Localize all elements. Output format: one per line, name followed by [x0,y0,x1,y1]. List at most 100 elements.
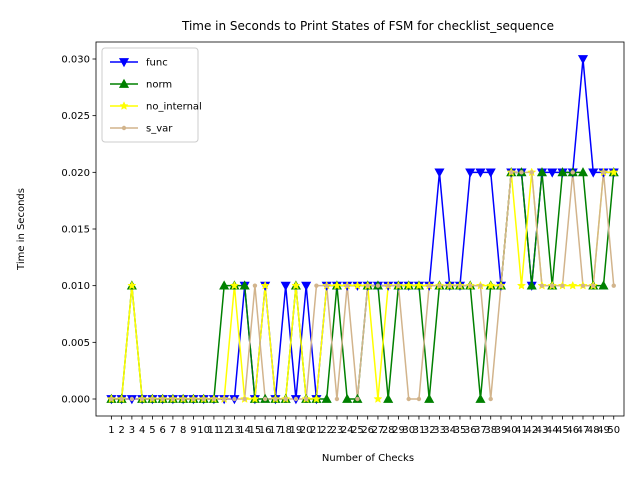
s_var-point [201,396,206,402]
s_var-point [468,283,473,288]
s_var-point [539,283,545,288]
s_var-point [109,396,114,402]
legend-s_var-point [121,125,127,131]
legend: func norm no_internal s_var [101,47,202,143]
x-tick-label: 10 [197,425,210,436]
func-point [485,168,496,178]
y-tick-label: 0.015 [61,225,90,236]
s_var-point [519,170,524,175]
no_internal-point [250,394,260,403]
x-tick-label: 49 [597,425,610,436]
func-point [547,168,558,178]
x-tick-label: 14 [238,425,251,436]
s_var-point [283,396,288,402]
x-tick-label: 33 [433,425,446,436]
x-tick-label: 32 [423,425,436,436]
s_var-point [385,283,391,288]
legend-label: norm [146,80,172,91]
norm-point [598,280,609,290]
x-tick-label: 48 [587,425,600,436]
s_var-point [437,283,442,288]
norm-point [557,167,568,177]
x-tick-label: 6 [159,425,165,436]
s_var-point [191,396,196,402]
s_var-point [150,396,155,402]
func-point [434,168,445,178]
x-tick-label: 11 [208,425,221,436]
y-axis: 0.000 0.005 0.010 0.015 0.020 0.025 0.030 [61,55,96,406]
legend-func-point [118,58,130,68]
legend-label: no_internal [146,102,202,113]
x-tick-label: 24 [341,425,354,436]
x-tick-label: 47 [577,425,590,436]
x-tick-label: 2 [118,425,124,436]
norm-point [475,393,486,403]
x-tick-label: 21 [310,425,323,436]
s_var-point [529,170,534,175]
norm-point [219,280,230,290]
s_var-point [139,396,145,402]
norm-point [536,167,548,177]
x-tick-label: 15 [249,425,262,436]
norm-point [321,393,332,403]
no_internal-point [404,280,414,290]
x-tick-label: 4 [139,425,145,436]
s_var-point [570,170,575,175]
legend-norm-point [118,78,130,88]
chart-title: Time in Seconds to Print States of FSM f… [181,19,554,33]
x-tick-label: 16 [259,425,272,436]
s_var-point [406,396,411,402]
no_internal-point [229,280,240,290]
s_var-point [355,396,360,402]
x-tick-label: 43 [536,425,549,436]
y-tick-label: 0.025 [61,111,90,122]
x-tick-label: 12 [218,425,231,436]
no_internal-point [311,394,322,403]
no_internal-point [516,280,527,290]
x-tick-label: 35 [454,425,467,436]
norm-point [239,280,250,290]
norm-point [526,280,537,290]
s_var-point [252,283,258,288]
y-axis-label: Time in Seconds [16,188,27,271]
no_internal-point [291,280,301,290]
s_var-point [457,283,463,288]
x-tick-label: 9 [190,425,196,436]
s_var-point [601,170,606,175]
func-point [577,55,589,65]
x-axis: 1 2 3 4 5 6 7 8 9 1011121314151617181920212223242… [108,416,620,436]
s_var-point [488,396,493,402]
x-tick-label: 40 [505,425,518,436]
no_internal-point [352,280,363,290]
x-tick-label: 19 [290,425,303,436]
no_internal-point [332,280,342,290]
x-tick-label: 37 [474,425,487,436]
s_var-point [129,396,135,402]
s_var-point [180,396,186,402]
s_var-point [498,283,504,288]
s_var-point [221,396,227,402]
x-tick-label: 28 [382,425,395,436]
x-tick-label: 8 [180,425,186,436]
s_var-point [232,396,237,402]
x-axis-label: Number of Checks [322,453,414,464]
x-tick-label: 27 [372,425,385,436]
func-point [465,168,476,178]
s_var-point [170,396,176,402]
series-markers [106,55,619,405]
x-tick-label: 30 [402,425,415,436]
s_var-point [416,396,422,402]
no_internal-point [609,167,619,177]
s_var-point [611,283,616,288]
no_internal-point [486,280,496,290]
s_var-point [324,283,329,288]
x-tick-label: 17 [269,425,282,436]
s_var-point [119,396,124,402]
x-tick-label: 1 [108,425,114,436]
no_internal-point [373,394,383,403]
func-point [588,168,599,178]
x-tick-label: 34 [443,425,456,436]
s_var-point [242,396,247,402]
y-tick-label: 0.030 [61,55,90,66]
